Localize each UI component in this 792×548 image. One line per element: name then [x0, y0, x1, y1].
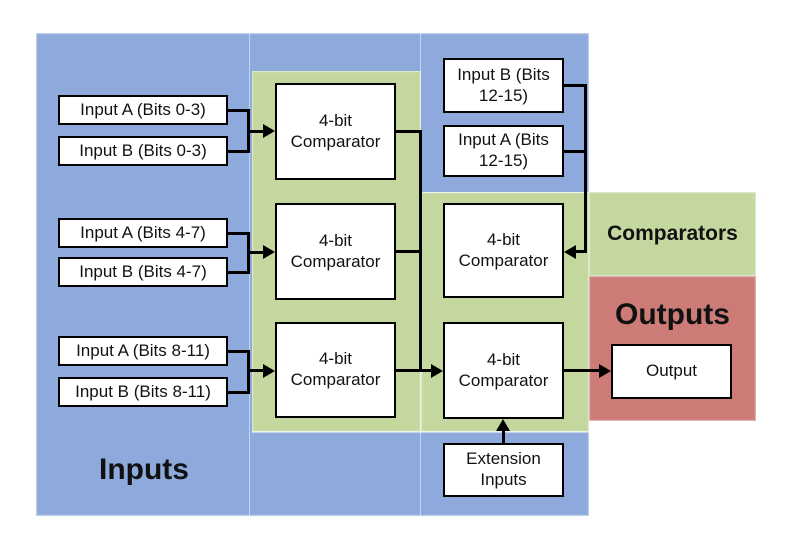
- comparator-5-label: 4-bit Comparator: [458, 349, 549, 390]
- comparator-3-box: 4-bit Comparator: [275, 322, 396, 418]
- comparator-2-box: 4-bit Comparator: [275, 203, 396, 300]
- connector-merge-12-15: [583, 84, 587, 253]
- region-seam-horizontal-2: [252, 431, 589, 433]
- input-b-0-3-box: Input B (Bits 0-3): [58, 136, 228, 166]
- input-b-4-7-box: Input B (Bits 4-7): [58, 257, 228, 287]
- input-a-4-7-label: Input A (Bits 4-7): [80, 222, 206, 242]
- input-a-8-11-box: Input A (Bits 8-11): [58, 336, 228, 366]
- output-box: Output: [611, 344, 732, 399]
- input-b-12-15-box: Input B (Bits 12-15): [443, 58, 564, 113]
- connector-input-b-0-3: [228, 149, 250, 153]
- arrowhead-comparator-1: [263, 124, 275, 138]
- outputs-region-label: Outputs: [615, 298, 730, 331]
- connector-input-a-0-3: [228, 108, 250, 112]
- comparator-4-label: 4-bit Comparator: [458, 229, 549, 270]
- connector-into-comparator-1: [246, 129, 263, 133]
- arrowhead-comparator-4: [564, 244, 576, 259]
- arrowhead-comparator-2: [263, 245, 275, 259]
- connector-input-b-4-7: [228, 270, 250, 274]
- input-b-8-11-label: Input B (Bits 8-11): [75, 381, 211, 401]
- arrowhead-comparator-3: [263, 363, 275, 378]
- input-b-8-11-box: Input B (Bits 8-11): [58, 377, 228, 407]
- comparator-1-label: 4-bit Comparator: [290, 110, 381, 151]
- comparators-region-label: Comparators: [607, 222, 738, 245]
- input-a-0-3-label: Input A (Bits 0-3): [80, 99, 206, 119]
- connector-comparator-3-out: [396, 369, 431, 372]
- input-a-12-15-box: Input A (Bits 12-15): [443, 125, 564, 177]
- input-a-12-15-label: Input A (Bits 12-15): [458, 130, 549, 170]
- connector-input-a-8-11: [228, 349, 250, 353]
- connector-input-b-12-15: [564, 84, 587, 87]
- connector-input-a-12-15: [564, 149, 587, 153]
- region-seam-vertical-1: [248, 33, 250, 516]
- connector-input-b-8-11: [228, 390, 250, 394]
- output-label: Output: [645, 361, 698, 381]
- inputs-region-label: Inputs: [99, 453, 189, 486]
- input-b-4-7-label: Input B (Bits 4-7): [79, 261, 207, 281]
- input-b-12-15-label: Input B (Bits 12-15): [457, 64, 550, 105]
- connector-into-comparator-2: [246, 250, 263, 254]
- connector-extension-inputs: [501, 431, 505, 443]
- input-a-4-7-box: Input A (Bits 4-7): [58, 218, 228, 248]
- comparators-label-area: [589, 192, 756, 276]
- comparator-5-box: 4-bit Comparator: [443, 322, 564, 419]
- connector-comparator-2-out: [396, 250, 422, 253]
- input-b-0-3-label: Input B (Bits 0-3): [79, 140, 207, 160]
- input-a-8-11-label: Input A (Bits 8-11): [76, 340, 210, 360]
- connector-comparator-1-out: [396, 129, 422, 133]
- arrowhead-output: [599, 363, 611, 378]
- comparator-2-label: 4-bit Comparator: [290, 230, 381, 271]
- input-a-0-3-box: Input A (Bits 0-3): [58, 95, 228, 125]
- connector-cascade-bus: [419, 129, 422, 372]
- region-seam-horizontal-1: [421, 191, 589, 193]
- connector-into-comparator-4: [576, 250, 587, 253]
- extension-inputs-box: Extension Inputs: [443, 443, 564, 497]
- connector-input-a-4-7: [228, 231, 250, 235]
- connector-comparator-5-out: [564, 369, 599, 372]
- comparator-1-box: 4-bit Comparator: [275, 83, 396, 180]
- arrowhead-comparator-5: [431, 363, 443, 378]
- arrowhead-extension: [496, 419, 510, 431]
- comparator-4-box: 4-bit Comparator: [443, 203, 564, 298]
- connector-into-comparator-3: [246, 369, 263, 372]
- comparator-3-label: 4-bit Comparator: [290, 349, 381, 389]
- extension-inputs-label: Extension Inputs: [466, 449, 541, 489]
